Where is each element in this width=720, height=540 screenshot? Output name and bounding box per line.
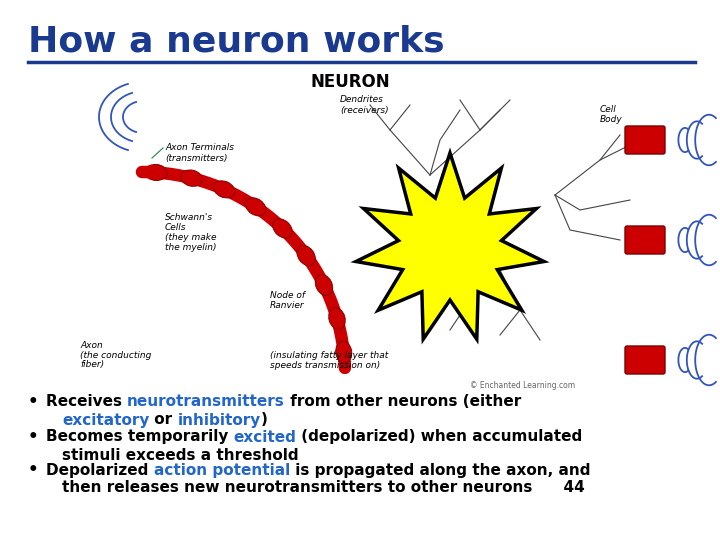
Ellipse shape — [145, 165, 167, 180]
Text: (they make: (they make — [165, 233, 217, 242]
Text: (the conducting: (the conducting — [80, 350, 151, 360]
Text: is propagated along the axon, and: is propagated along the axon, and — [290, 462, 590, 477]
FancyBboxPatch shape — [625, 126, 665, 154]
FancyBboxPatch shape — [625, 346, 665, 374]
Text: action potential: action potential — [153, 462, 290, 477]
Text: Body: Body — [600, 116, 623, 125]
Ellipse shape — [246, 198, 266, 216]
Text: Axon Terminals: Axon Terminals — [165, 144, 234, 152]
Text: (insulating fatty layer that: (insulating fatty layer that — [270, 350, 388, 360]
Text: NEURON: NEURON — [310, 73, 390, 91]
Polygon shape — [356, 153, 544, 339]
Text: How a neuron works: How a neuron works — [28, 25, 445, 59]
Text: 44: 44 — [532, 481, 585, 496]
Text: (receivers): (receivers) — [340, 105, 389, 114]
Text: excited: excited — [233, 429, 297, 444]
Text: Becomes temporarily: Becomes temporarily — [46, 429, 233, 444]
Text: Receives: Receives — [46, 395, 127, 409]
Text: the myelin): the myelin) — [165, 244, 217, 253]
Text: ): ) — [261, 413, 268, 428]
Text: Dendrites: Dendrites — [340, 96, 384, 105]
Text: •: • — [28, 461, 39, 479]
Text: Node of: Node of — [270, 291, 305, 300]
Ellipse shape — [329, 308, 346, 329]
Text: (depolarized) when accumulated: (depolarized) when accumulated — [297, 429, 582, 444]
Ellipse shape — [336, 341, 352, 363]
Text: speeds transmission on): speeds transmission on) — [270, 361, 380, 369]
Text: Axon: Axon — [80, 341, 103, 349]
FancyBboxPatch shape — [625, 226, 665, 254]
Text: Schwann's: Schwann's — [165, 213, 213, 222]
Text: (transmitters): (transmitters) — [165, 153, 228, 163]
Text: Depolarized: Depolarized — [46, 462, 153, 477]
Text: fiber): fiber) — [80, 361, 104, 369]
Ellipse shape — [297, 246, 315, 266]
Ellipse shape — [181, 170, 202, 186]
Ellipse shape — [315, 274, 333, 295]
Text: Ranvier: Ranvier — [270, 300, 305, 309]
Text: or: or — [149, 413, 178, 428]
Text: then releases new neurotransmitters to other neurons: then releases new neurotransmitters to o… — [62, 481, 532, 496]
Text: inhibitory: inhibitory — [178, 413, 261, 428]
Ellipse shape — [214, 181, 235, 198]
Text: stimuli exceeds a threshold: stimuli exceeds a threshold — [62, 448, 299, 462]
Text: •: • — [28, 428, 39, 446]
Text: Cell: Cell — [600, 105, 617, 114]
Text: © Enchanted Learning.com: © Enchanted Learning.com — [470, 381, 575, 389]
Text: from other neurons (either: from other neurons (either — [285, 395, 521, 409]
Text: •: • — [28, 393, 39, 411]
Text: Cells: Cells — [165, 224, 186, 233]
Ellipse shape — [273, 219, 292, 238]
Text: excitatory: excitatory — [62, 413, 149, 428]
Text: neurotransmitters: neurotransmitters — [127, 395, 285, 409]
